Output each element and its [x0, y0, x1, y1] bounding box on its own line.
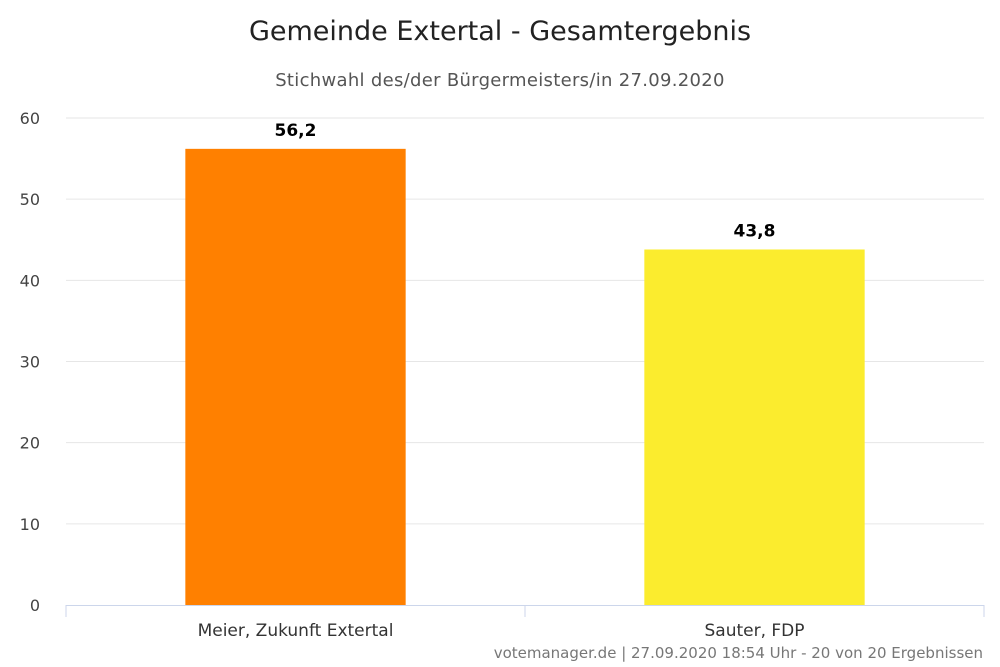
y-tick-label: 60	[20, 109, 40, 128]
y-tick-label: 20	[20, 434, 40, 453]
data-label-1: 56,2	[275, 121, 317, 141]
bar-1[interactable]	[185, 148, 406, 606]
y-tick-label: 0	[30, 596, 40, 615]
x-category-label: Sauter, FDP	[704, 621, 804, 641]
x-axis: Meier, Zukunft Extertal Sauter, FDP	[65, 605, 985, 641]
data-label-2: 43,8	[734, 221, 776, 241]
y-tick-label: 40	[20, 271, 40, 290]
y-axis-ticks: 0 10 20 30 40 50 60	[20, 109, 40, 615]
x-category-label: Meier, Zukunft Extertal	[198, 621, 394, 641]
data-labels: 56,2 43,8	[275, 121, 776, 242]
y-tick-label: 10	[20, 515, 40, 534]
chart-credits[interactable]: votemanager.de | 27.09.2020 18:54 Uhr - …	[494, 644, 983, 662]
chart-subtitle: Stichwahl des/der Bürgermeisters/in 27.0…	[275, 70, 725, 91]
y-tick-label: 30	[20, 353, 40, 372]
y-tick-label: 50	[20, 190, 40, 209]
bar-2[interactable]	[644, 249, 865, 606]
chart-title: Gemeinde Extertal - Gesamtergebnis	[249, 16, 751, 47]
bars	[185, 148, 865, 606]
